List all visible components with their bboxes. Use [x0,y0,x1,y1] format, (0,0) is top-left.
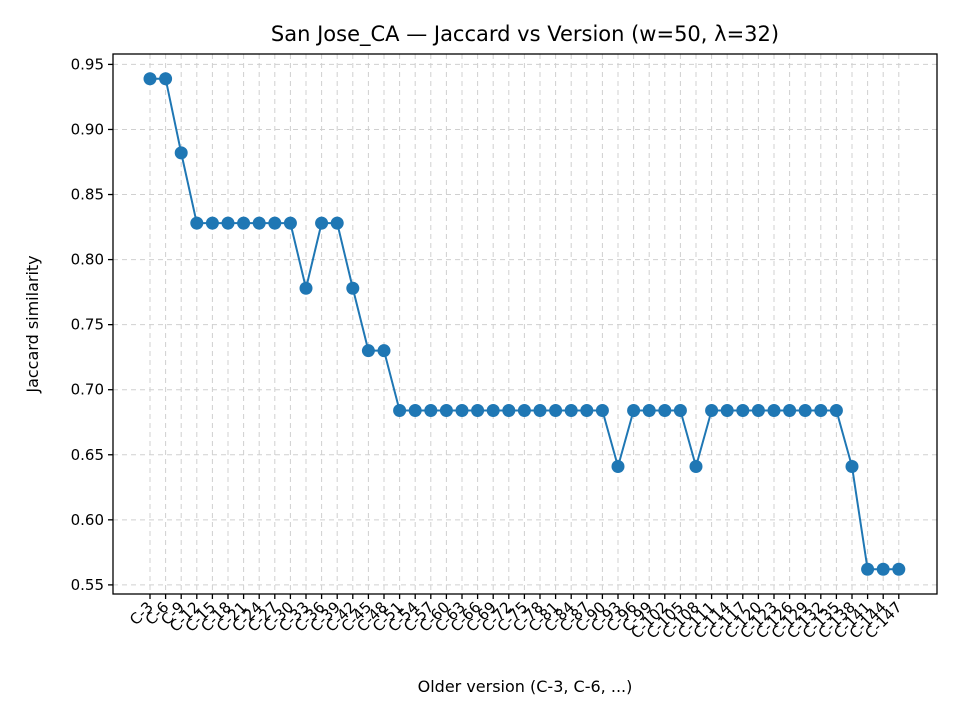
y-tick-label: 0.70 [71,381,104,399]
data-point [471,404,485,418]
data-point [611,459,625,473]
data-point [237,216,251,230]
chart-title: San Jose_CA — Jaccard vs Version (w=50, … [271,22,779,47]
y-axis: 0.55 0.60 0.65 0.70 0.75 0.80 0.85 0.90 0.95 [71,55,113,594]
data-point [517,404,531,418]
data-point [174,146,188,160]
data-point [845,459,859,473]
plot-frame [112,53,938,595]
y-tick-label: 0.95 [71,55,104,73]
data-point [159,72,173,86]
data-point [346,281,360,295]
data-point [315,216,329,230]
data-point [190,216,204,230]
grid-layer [113,54,937,594]
data-point [627,404,641,418]
y-tick-label: 0.80 [71,251,104,269]
data-point [892,562,906,576]
data-point [221,216,235,230]
data-point [689,459,703,473]
y-tick-label: 0.90 [71,120,104,138]
data-point [564,404,578,418]
data-point [252,216,266,230]
x-axis: C-3C-6C-9C-12C-15C-18C-21C-24C-27C-30C-3… [126,594,906,642]
data-point [299,281,313,295]
x-axis-label: Older version (C-3, C-6, ...) [418,677,633,696]
data-point [580,404,594,418]
data-point [283,216,297,230]
y-axis-label: Jaccard similarity [23,255,42,393]
data-point [798,404,812,418]
data-point [705,404,719,418]
y-tick-label: 0.60 [71,511,104,529]
data-point [393,404,407,418]
data-point [205,216,219,230]
y-tick-label: 0.65 [71,446,104,464]
y-tick-label: 0.85 [71,186,104,204]
data-point [377,344,391,358]
data-point [673,404,687,418]
data-point [642,404,656,418]
data-point [486,404,500,418]
data-point [814,404,828,418]
data-point [720,404,734,418]
data-point [533,404,547,418]
data-point [829,404,843,418]
data-point [736,404,750,418]
data-point [502,404,516,418]
data-point [143,72,157,86]
data-point [268,216,282,230]
y-tick-label: 0.75 [71,316,104,334]
data-point [455,404,469,418]
data-point [751,404,765,418]
data-point [439,404,453,418]
data-point [783,404,797,418]
data-point [595,404,609,418]
data-point [424,404,438,418]
data-point [876,562,890,576]
data-point [408,404,422,418]
data-point [658,404,672,418]
data-point [330,216,344,230]
data-point [549,404,563,418]
data-point [767,404,781,418]
y-tick-label: 0.55 [71,576,104,594]
series-layer [143,72,906,576]
data-point [861,562,875,576]
data-point [361,344,375,358]
